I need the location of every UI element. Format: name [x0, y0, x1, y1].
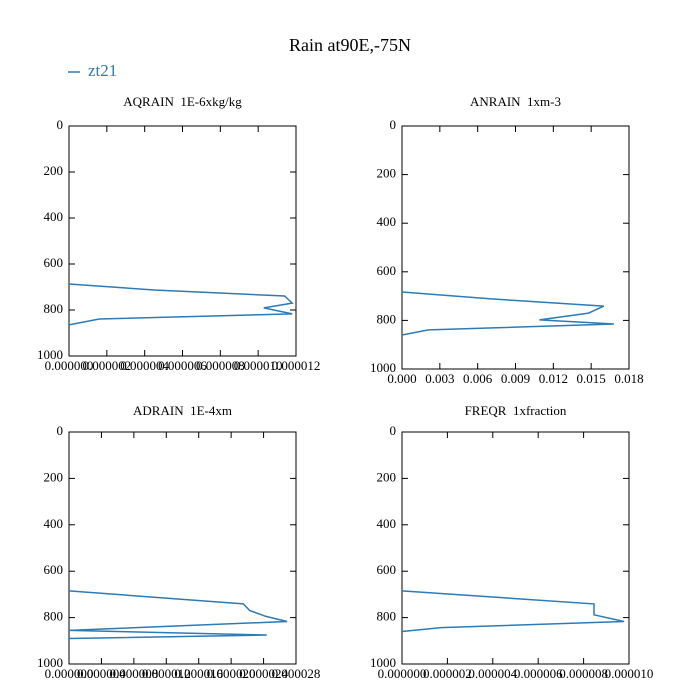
y-tick-label: 1000	[37, 347, 63, 362]
y-tick-label: 200	[44, 469, 64, 484]
y-tick-label: 200	[377, 166, 397, 181]
subplot-title: FREQR 1xfraction	[465, 403, 567, 418]
figure-title: Rain at90E,-75N	[289, 35, 411, 55]
y-tick-label: 600	[377, 562, 397, 577]
y-tick-label: 400	[44, 209, 64, 224]
x-tick-label: 0.000012	[272, 358, 321, 373]
y-tick-label: 800	[377, 609, 397, 624]
x-tick-label: 0.000004	[468, 666, 517, 681]
y-tick-label: 600	[44, 562, 64, 577]
plot-frame	[68, 431, 297, 665]
subplot-title: ADRAIN 1E-4xm	[133, 403, 232, 418]
profile-line	[68, 283, 294, 326]
y-tick-label: 600	[377, 263, 397, 278]
x-tick-label: 0.000020	[207, 666, 256, 681]
profile-line	[401, 590, 625, 633]
subplot-title: AQRAIN 1E-6xkg/kg	[123, 94, 242, 109]
x-tick-label: 0.000024	[239, 666, 288, 681]
x-tick-label: 0.000006	[158, 358, 207, 373]
y-tick-label: 0	[390, 423, 397, 438]
plot-frame	[401, 431, 630, 665]
y-tick-label: 800	[44, 609, 64, 624]
x-tick-label: 0.000006	[514, 666, 563, 681]
legend-label: zt21	[88, 61, 117, 80]
y-tick-label: 0	[57, 423, 64, 438]
y-tick-label: 800	[377, 311, 397, 326]
y-tick-label: 200	[377, 469, 397, 484]
x-tick-label: 0.000004	[120, 358, 169, 373]
x-tick-label: 0.000002	[82, 358, 131, 373]
x-tick-label: 0.000010	[605, 666, 654, 681]
y-tick-label: 400	[377, 516, 397, 531]
x-tick-label: 0.018	[614, 371, 643, 386]
x-tick-label: 0.000016	[174, 666, 223, 681]
plot-frame	[68, 125, 297, 357]
plot-frame	[401, 125, 630, 370]
profile-line	[68, 590, 288, 640]
x-tick-label: 0.000	[387, 371, 416, 386]
x-tick-label: 0.006	[463, 371, 493, 386]
x-tick-label: 0.000004	[77, 666, 126, 681]
x-tick-label: 0.000008	[196, 358, 245, 373]
x-tick-label: 0.000008	[559, 666, 608, 681]
x-tick-label: 0.000028	[272, 666, 321, 681]
y-tick-label: 200	[44, 163, 64, 178]
subplot-title: ANRAIN 1xm-3	[470, 94, 561, 109]
x-tick-label: 0.000000	[45, 666, 94, 681]
y-tick-label: 800	[44, 301, 64, 316]
x-tick-label: 0.000002	[423, 666, 472, 681]
y-tick-label: 1000	[37, 655, 63, 670]
x-tick-label: 0.009	[501, 371, 530, 386]
x-tick-label: 0.000000	[45, 358, 94, 373]
x-tick-label: 0.000010	[234, 358, 283, 373]
y-tick-label: 600	[44, 255, 64, 270]
y-tick-label: 1000	[370, 655, 396, 670]
x-tick-label: 0.000008	[109, 666, 158, 681]
y-tick-label: 400	[377, 214, 397, 229]
y-tick-label: 400	[44, 516, 64, 531]
y-tick-label: 1000	[370, 360, 396, 375]
x-tick-label: 0.003	[425, 371, 454, 386]
y-tick-label: 0	[57, 117, 64, 132]
profile-line	[401, 291, 614, 336]
x-tick-label: 0.000000	[378, 666, 427, 681]
x-tick-label: 0.000012	[142, 666, 191, 681]
x-tick-label: 0.012	[539, 371, 568, 386]
y-tick-label: 0	[390, 117, 397, 132]
x-tick-label: 0.015	[577, 371, 606, 386]
